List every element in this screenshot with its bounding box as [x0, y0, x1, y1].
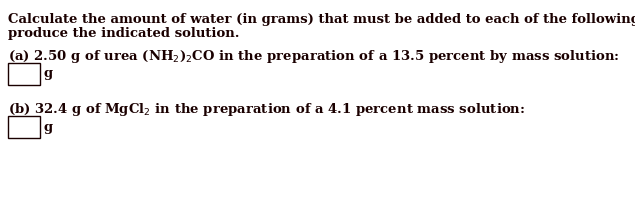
- Text: g: g: [44, 68, 53, 81]
- FancyBboxPatch shape: [8, 63, 40, 85]
- Text: Calculate the amount of water (in grams) that must be added to each of the follo: Calculate the amount of water (in grams)…: [8, 13, 635, 26]
- Text: (a) 2.50 g of urea (NH$_2$)$_2$CO in the preparation of a 13.5 percent by mass s: (a) 2.50 g of urea (NH$_2$)$_2$CO in the…: [8, 48, 620, 65]
- Text: g: g: [44, 121, 53, 134]
- FancyBboxPatch shape: [8, 116, 40, 138]
- Text: (b) 32.4 g of MgCl$_2$ in the preparation of a 4.1 percent mass solution:: (b) 32.4 g of MgCl$_2$ in the preparatio…: [8, 101, 525, 118]
- Text: produce the indicated solution.: produce the indicated solution.: [8, 27, 239, 40]
